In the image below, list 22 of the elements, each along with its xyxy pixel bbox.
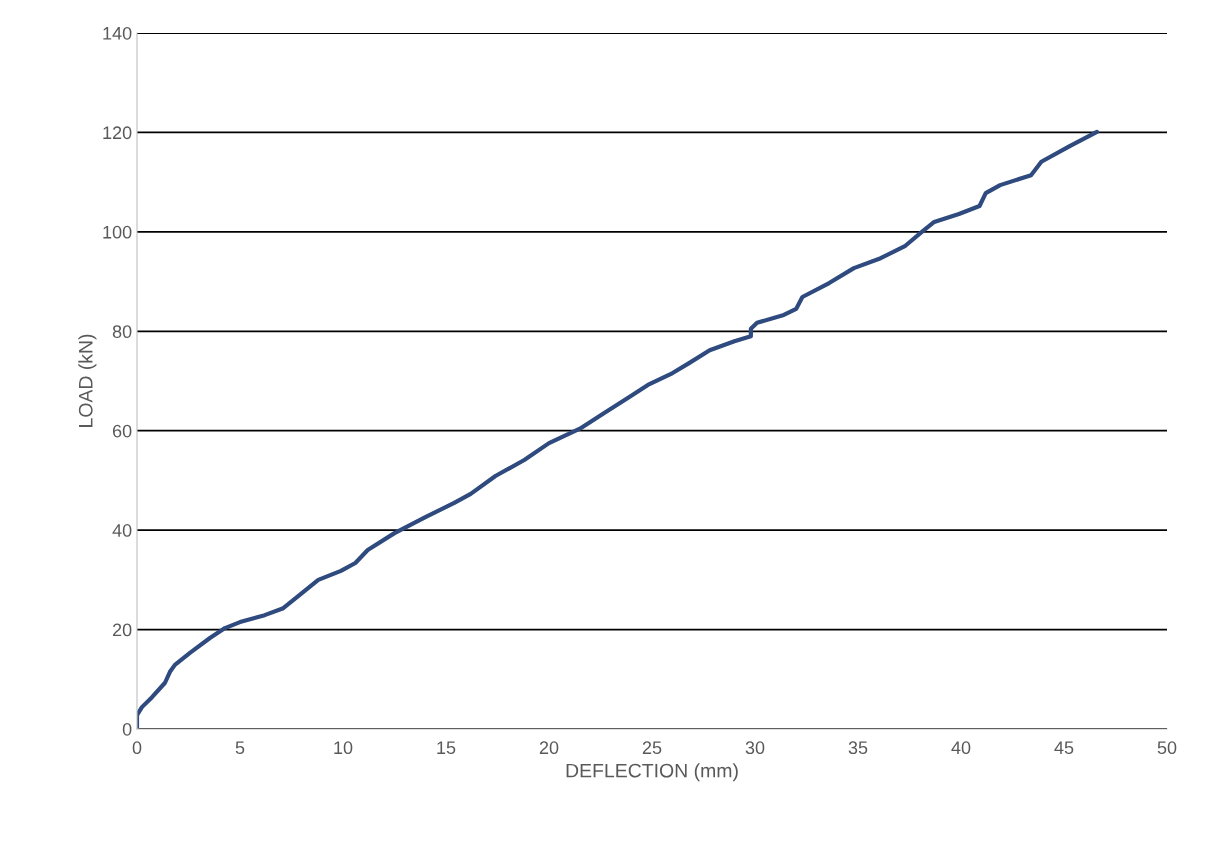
- x-tick-label: 10: [334, 741, 353, 755]
- x-tick-label: 35: [848, 741, 868, 755]
- y-tick-label: 80: [112, 325, 132, 339]
- x-tick-label: 20: [539, 741, 559, 755]
- y-tick-label: 120: [103, 126, 132, 140]
- x-tick-label: 0: [132, 741, 142, 755]
- x-tick-label: 25: [642, 741, 662, 755]
- x-tick-label: 15: [437, 741, 456, 755]
- y-tick-label: 100: [103, 225, 132, 239]
- y-tick-label: 20: [112, 623, 132, 637]
- x-tick-label: 30: [745, 741, 765, 755]
- x-tick-label: 5: [235, 741, 245, 755]
- x-axis-title: DEFLECTION (mm): [566, 763, 738, 782]
- x-tick-label: 40: [951, 741, 971, 755]
- x-tick-label: 45: [1054, 741, 1074, 755]
- y-axis-title: LOAD (kN): [78, 334, 97, 427]
- x-tick-label: 50: [1157, 741, 1177, 755]
- line-series: [137, 129, 1100, 729]
- y-tick-label: 60: [112, 424, 132, 438]
- y-tick-label: 40: [112, 524, 132, 537]
- y-tick-label: 140: [103, 26, 132, 40]
- y-tick-label: 0: [122, 722, 132, 736]
